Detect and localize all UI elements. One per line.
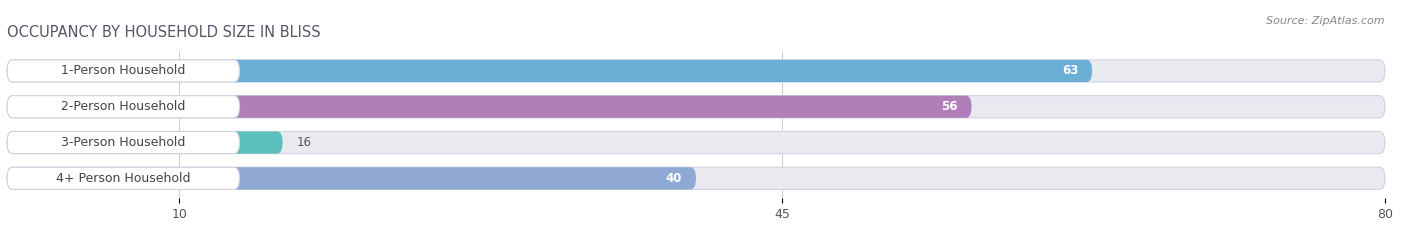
- FancyBboxPatch shape: [7, 96, 972, 118]
- FancyBboxPatch shape: [7, 167, 1385, 189]
- FancyBboxPatch shape: [7, 96, 1385, 118]
- Text: 63: 63: [1062, 65, 1078, 77]
- FancyBboxPatch shape: [7, 60, 239, 82]
- FancyBboxPatch shape: [7, 60, 1385, 82]
- FancyBboxPatch shape: [7, 167, 239, 189]
- Text: 3-Person Household: 3-Person Household: [60, 136, 186, 149]
- FancyBboxPatch shape: [7, 167, 696, 189]
- Text: 40: 40: [666, 172, 682, 185]
- FancyBboxPatch shape: [7, 131, 283, 154]
- FancyBboxPatch shape: [7, 131, 239, 154]
- Text: 1-Person Household: 1-Person Household: [60, 65, 186, 77]
- FancyBboxPatch shape: [7, 96, 239, 118]
- Text: 56: 56: [941, 100, 957, 113]
- Text: 16: 16: [297, 136, 311, 149]
- Text: 4+ Person Household: 4+ Person Household: [56, 172, 191, 185]
- Text: 2-Person Household: 2-Person Household: [60, 100, 186, 113]
- Text: OCCUPANCY BY HOUSEHOLD SIZE IN BLISS: OCCUPANCY BY HOUSEHOLD SIZE IN BLISS: [7, 25, 321, 40]
- FancyBboxPatch shape: [7, 131, 1385, 154]
- Text: Source: ZipAtlas.com: Source: ZipAtlas.com: [1267, 16, 1385, 26]
- FancyBboxPatch shape: [7, 60, 1092, 82]
